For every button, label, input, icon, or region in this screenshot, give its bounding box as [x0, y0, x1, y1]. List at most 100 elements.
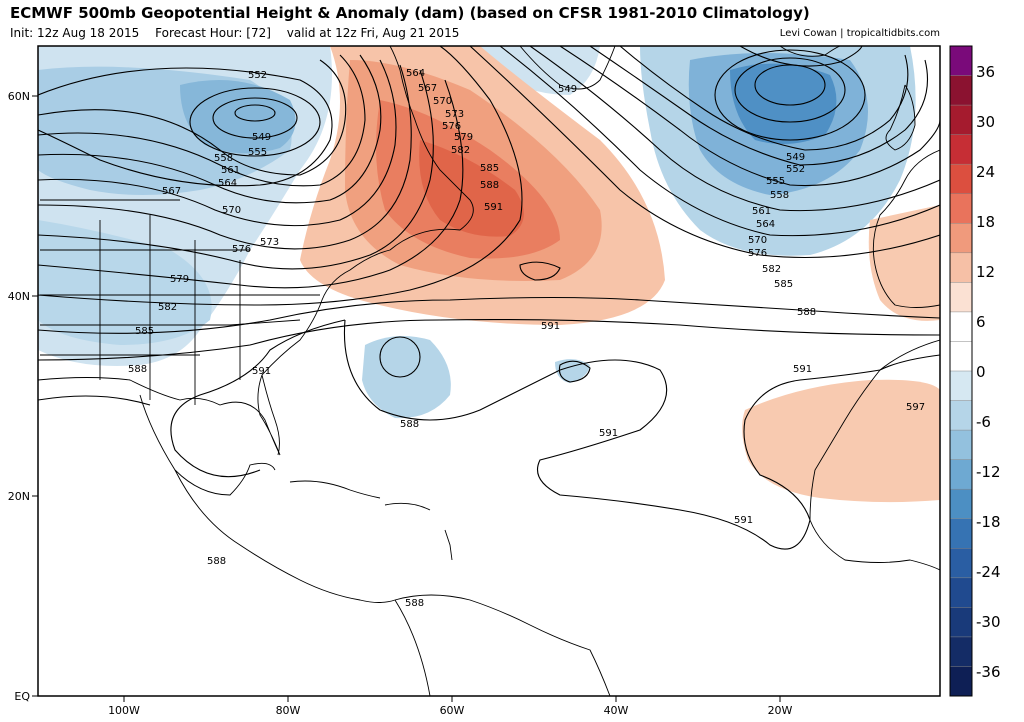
contour-label: 591: [793, 364, 812, 375]
contour-label: 555: [248, 147, 267, 158]
contour-label: 585: [480, 163, 499, 174]
contour-label: 588: [400, 419, 419, 430]
contour-label: 561: [221, 165, 240, 176]
colorbar-segment: [950, 666, 972, 697]
negative-anomaly-shading: [38, 46, 916, 419]
contour-label: 570: [748, 235, 767, 246]
longitude-axis: 100W 80W 60W 40W 20W: [108, 696, 793, 717]
colorbar-tick: 18: [976, 213, 995, 231]
contour-label: 579: [170, 274, 189, 285]
colorbar-segment: [950, 577, 972, 608]
lon-label: 100W: [108, 704, 140, 717]
map-border: [37, 45, 941, 697]
contour-label: 558: [214, 153, 233, 164]
lat-label: 60N: [8, 90, 30, 103]
contour-label: 588: [207, 556, 226, 567]
lon-label: 40W: [604, 704, 629, 717]
colorbar-tick: -6: [976, 413, 991, 431]
contour-label: 579: [454, 132, 473, 143]
contour-label: 573: [445, 109, 464, 120]
colorbar-tick: 30: [976, 113, 995, 131]
contour-label: 591: [484, 202, 503, 213]
contour-label: 591: [252, 366, 271, 377]
colorbar-segment: [950, 223, 972, 254]
contour-label: 558: [770, 190, 789, 201]
colorbar-segment: [950, 105, 972, 135]
latitude-axis: 60N 40N 20N EQ: [8, 90, 38, 703]
colorbar-segment: [950, 548, 972, 579]
colorbar-ticks: 36 30 24 18 12 6 0 -6 -12 -18 -24 -30 -3…: [976, 63, 1001, 681]
colorbar-segment: [950, 193, 972, 224]
colorbar-segment: [950, 400, 972, 431]
colorbar-tick: 6: [976, 313, 986, 331]
contour-label: 549: [252, 132, 271, 143]
colorbar-segment: [950, 75, 972, 106]
colorbar-segment: [950, 636, 972, 667]
contour-label: 564: [218, 178, 237, 189]
colorbar-tick: -18: [976, 513, 1001, 531]
colorbar-segment: [950, 459, 972, 490]
contour-label: 567: [418, 83, 437, 94]
contour-label: 582: [762, 264, 781, 275]
colorbar-segment: [950, 371, 972, 401]
credit-text: Levi Cowan | tropicaltidbits.com: [779, 28, 940, 39]
contour-label: 576: [748, 248, 767, 259]
colorbar-tick: -36: [976, 663, 1001, 681]
colorbar: [949, 45, 973, 697]
contour-label: 588: [480, 180, 499, 191]
contour-label: 564: [406, 68, 425, 79]
contour-label: 582: [451, 145, 470, 156]
colorbar-segment: [950, 134, 972, 165]
contour-label: 576: [442, 121, 461, 132]
contour-label: 555: [766, 176, 785, 187]
positive-anomaly-shading: [300, 46, 940, 503]
colorbar-tick: -24: [976, 563, 1001, 581]
lon-label: 20W: [768, 704, 793, 717]
colorbar-tick: -30: [976, 613, 1001, 631]
colorbar-segment: [950, 341, 972, 372]
map-subtitle: Init: 12z Aug 18 2015 Forecast Hour: [72…: [10, 26, 471, 40]
contour-label: 588: [128, 364, 147, 375]
lat-label: 20N: [8, 490, 30, 503]
contour-label: 576: [232, 244, 251, 255]
contour-labels: 552 549 555 558 561 564 567 570 573 576 …: [128, 68, 925, 609]
contour-label: 552: [248, 70, 267, 81]
height-contours: [38, 46, 940, 550]
colorbar-tick: 36: [976, 63, 995, 81]
contour-label: 570: [433, 96, 452, 107]
colorbar-tick: 12: [976, 263, 995, 281]
map-panel: 552 549 555 558 561 564 567 570 573 576 …: [38, 46, 940, 696]
colorbar-segment: [950, 430, 972, 460]
lon-label: 80W: [276, 704, 301, 717]
valid-time: valid at 12z Fri, Aug 21 2015: [286, 26, 460, 40]
forecast-hour: Forecast Hour: [72]: [155, 26, 271, 40]
contour-label: 597: [906, 402, 925, 413]
contour-label: 549: [558, 84, 577, 95]
contour-label: 573: [260, 237, 279, 248]
colorbar-segment: [950, 164, 972, 195]
colorbar-segment: [950, 311, 972, 342]
colorbar-segment: [950, 282, 972, 313]
contour-label: 561: [752, 206, 771, 217]
colorbar-segment: [950, 607, 972, 638]
colorbar-segment: [950, 252, 972, 283]
colorbar-segment: [950, 489, 972, 520]
colorbar-border: [949, 45, 973, 697]
lon-label: 60W: [440, 704, 465, 717]
colorbar-tick: 24: [976, 163, 995, 181]
contour-label: 567: [162, 186, 181, 197]
map-title: ECMWF 500mb Geopotential Height & Anomal…: [10, 4, 810, 22]
contour-label: 588: [405, 598, 424, 609]
lat-label: 40N: [8, 290, 30, 303]
init-time: Init: 12z Aug 18 2015: [10, 26, 140, 40]
colorbar-tick: 0: [976, 363, 986, 381]
colorbar-segment: [950, 46, 972, 76]
contour-label: 591: [734, 515, 753, 526]
contour-label: 582: [158, 302, 177, 313]
contour-label: 585: [774, 279, 793, 290]
colorbar-segment: [950, 518, 972, 549]
contour-label: 570: [222, 205, 241, 216]
colorbar-tick: -12: [976, 463, 1001, 481]
contour-label: 549: [786, 152, 805, 163]
